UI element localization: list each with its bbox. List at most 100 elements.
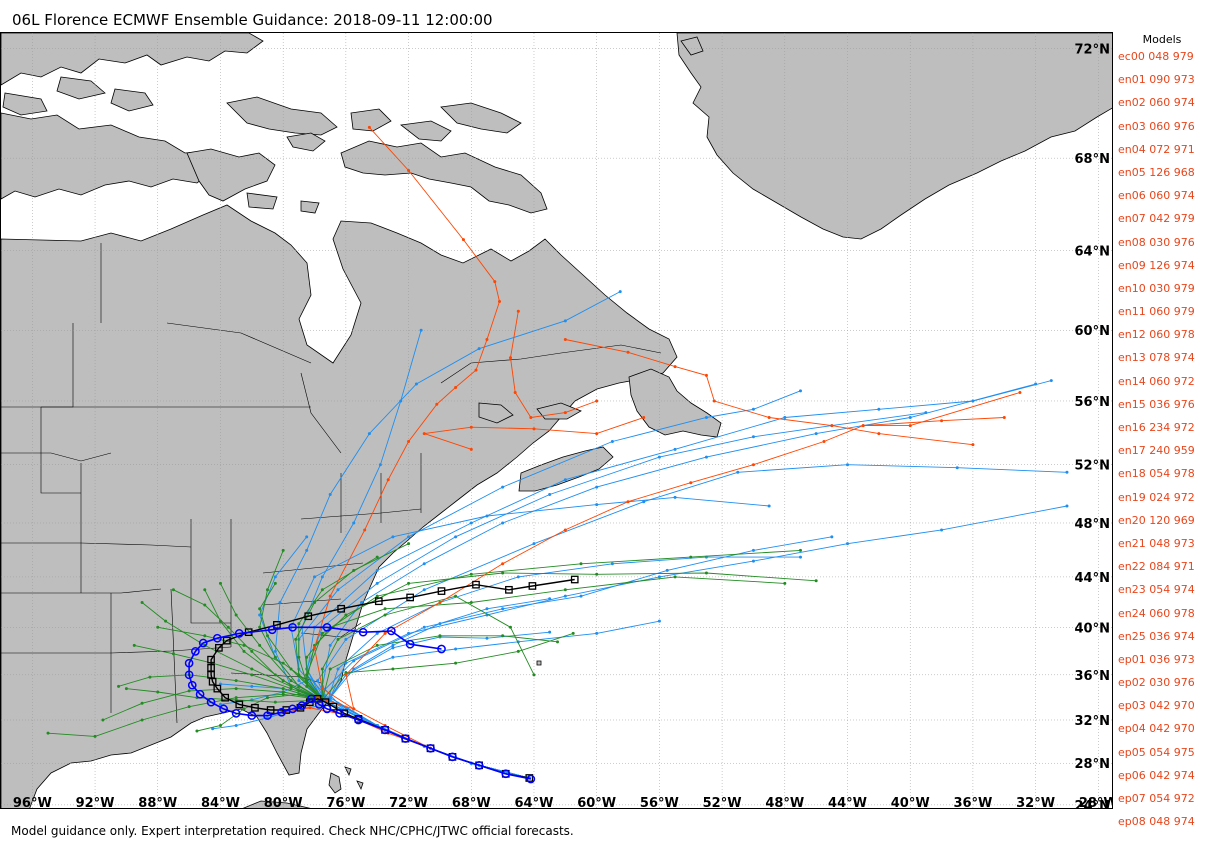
- track-point: [657, 575, 661, 579]
- legend-item: en10 030 979: [1118, 281, 1195, 295]
- legend-item: en03 060 976: [1118, 119, 1195, 133]
- track-point: [378, 463, 382, 467]
- track-point: [673, 365, 677, 369]
- latitude-label: 36°N: [1075, 669, 1110, 684]
- track-point: [485, 514, 489, 518]
- track-point: [265, 634, 269, 638]
- track-point: [294, 637, 298, 641]
- track-point: [242, 649, 246, 653]
- track-point: [485, 607, 489, 611]
- legend-item: en13 078 974: [1118, 351, 1195, 365]
- track-point: [618, 290, 622, 294]
- longitude-labels: 96°W 92°W 88°W 84°W 80°W 76°W 72°W 68°W 64°W 60°W…: [13, 796, 1112, 809]
- track-point: [461, 238, 465, 242]
- track-point: [305, 548, 309, 552]
- track-point: [908, 415, 912, 419]
- disclaimer-footer: Model guidance only. Expert interpretati…: [11, 824, 574, 838]
- track-point: [783, 581, 787, 585]
- track-point: [320, 575, 324, 579]
- track-point: [407, 535, 411, 539]
- track-point: [1002, 415, 1006, 419]
- ensemble-track-blue: [329, 505, 1068, 779]
- track-point: [367, 125, 371, 129]
- blue-track-point: [437, 644, 446, 654]
- legend-item: en11 060 979: [1118, 305, 1195, 319]
- ensemble-tracks-green: [46, 542, 818, 738]
- track-point: [626, 500, 630, 504]
- blue-track-point: [322, 622, 332, 632]
- legend-item: en08 030 976: [1118, 235, 1195, 249]
- track-point: [297, 622, 301, 626]
- track-point: [830, 424, 834, 428]
- track-point: [273, 655, 277, 659]
- longitude-label: 44°W: [828, 796, 867, 809]
- track-point: [673, 575, 677, 579]
- longitude-label: 84°W: [201, 796, 240, 809]
- track-point: [454, 594, 458, 598]
- track-point: [704, 373, 708, 377]
- track-point: [289, 679, 293, 683]
- track-point: [689, 481, 693, 485]
- track-point: [352, 568, 356, 572]
- track-point: [344, 613, 348, 617]
- track-point: [391, 535, 395, 539]
- control-track-point: [207, 655, 215, 664]
- blue-track-point: [322, 704, 332, 714]
- track-point: [657, 455, 661, 459]
- latitude-label: 44°N: [1075, 571, 1110, 586]
- track-point: [419, 328, 423, 332]
- blue-track-point: [187, 680, 197, 690]
- track-point: [140, 701, 144, 705]
- track-point: [556, 640, 559, 644]
- track-point: [563, 411, 567, 415]
- track-point: [250, 684, 254, 688]
- track-point: [1049, 379, 1053, 383]
- track-point: [391, 655, 395, 659]
- blue-track-point: [184, 658, 194, 668]
- track-point: [642, 500, 646, 504]
- track-point: [391, 646, 395, 650]
- track-point: [642, 415, 646, 419]
- track-point: [548, 597, 552, 601]
- blue-track-point: [184, 670, 194, 680]
- legend-list: ec00 048 979 en01 090 973 en02 060 974 en03…: [1116, 50, 1208, 839]
- track-point: [477, 347, 481, 351]
- landmass-arctic: [1, 33, 548, 214]
- track-point: [360, 601, 364, 605]
- blue-track-point: [354, 715, 363, 725]
- track-point: [736, 470, 740, 474]
- latitude-label: 60°N: [1075, 324, 1110, 339]
- track-point: [563, 588, 567, 592]
- track-point: [563, 478, 567, 482]
- legend-item: ep05 054 975: [1118, 745, 1195, 759]
- track-point: [454, 647, 458, 651]
- track-point: [281, 690, 285, 694]
- track-point: [657, 619, 661, 623]
- blue-circle-track: [184, 622, 536, 784]
- control-track-point: [235, 700, 244, 709]
- track-point: [258, 607, 262, 611]
- landmass-caribbean: [242, 660, 542, 808]
- ensemble-track-green: [157, 626, 323, 701]
- track-point: [532, 427, 536, 431]
- legend-item: ep06 042 974: [1118, 768, 1195, 782]
- legend-item: en15 036 976: [1118, 397, 1195, 411]
- longitude-label: 68°W: [452, 796, 491, 809]
- track-point: [328, 492, 332, 496]
- longitude-label: 80°W: [264, 796, 303, 809]
- track-point: [234, 679, 238, 683]
- track-point: [751, 548, 755, 552]
- legend-item: ep04 042 970: [1118, 722, 1195, 736]
- longitude-label: 48°W: [765, 796, 804, 809]
- track-point: [203, 634, 207, 638]
- track-point: [352, 659, 356, 663]
- track-point: [454, 661, 458, 665]
- track-point: [211, 727, 215, 731]
- track-point: [328, 643, 332, 647]
- track-point: [407, 581, 411, 585]
- track-point: [563, 528, 567, 532]
- track-point: [140, 718, 144, 722]
- legend-item: ep08 048 974: [1118, 815, 1195, 829]
- track-point: [281, 687, 285, 691]
- landmass-greenland: [676, 33, 1112, 240]
